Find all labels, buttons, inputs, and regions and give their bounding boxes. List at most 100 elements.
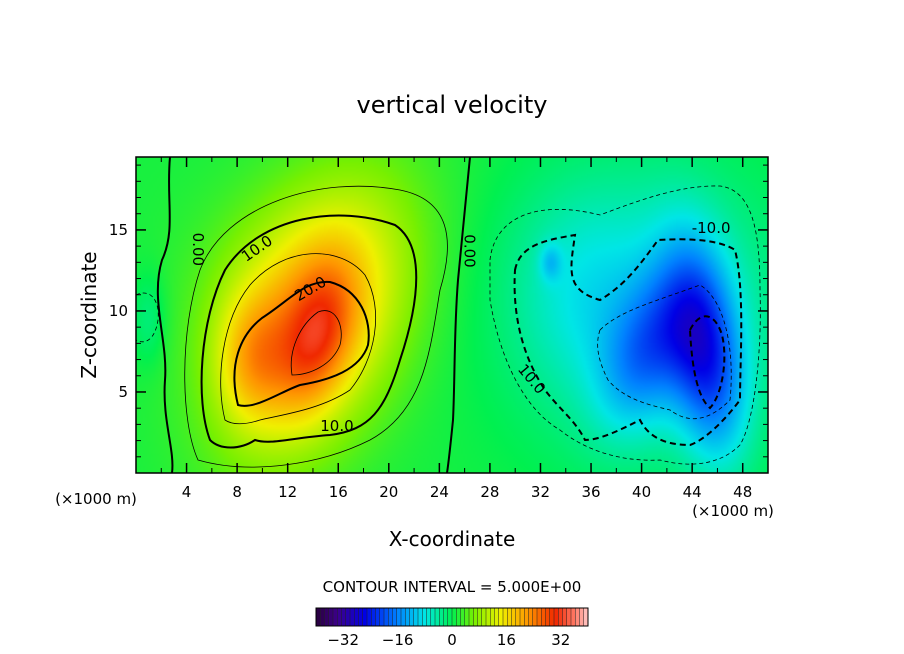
- colorbar-segment: [583, 608, 589, 626]
- colorbar-segment: [430, 608, 436, 626]
- contour-zero-left: [156, 157, 174, 473]
- colorbar-segment: [503, 608, 508, 626]
- x-axis: 4 8 12 16 20 24 28 32 36 40 44 48: [160, 157, 752, 501]
- colorbar-segment: [439, 608, 444, 626]
- colorbar-segment: [345, 608, 351, 626]
- colorbar-segment: [481, 608, 487, 626]
- contour-plus-20: [233, 280, 370, 407]
- colorbar-tick-label: 16: [497, 631, 516, 649]
- x-tick-label: 8: [232, 483, 242, 501]
- colorbar-segment: [532, 608, 538, 626]
- colorbar-segment: [384, 608, 389, 626]
- colorbar-segment: [549, 608, 555, 626]
- x-tick-label: 40: [632, 483, 651, 501]
- colorbar-segment: [520, 608, 525, 626]
- colorbar-tick-label: −32: [327, 631, 359, 649]
- colorbar-segment: [515, 608, 521, 626]
- contour-minus-5: [489, 185, 761, 465]
- colorbar-segment: [490, 608, 495, 626]
- colorbar-segment: [316, 608, 321, 626]
- contour-minus-5-left: [136, 292, 159, 343]
- colorbar-segment: [571, 608, 576, 626]
- x-tick-label: 24: [430, 483, 449, 501]
- colorbar-segment: [392, 608, 398, 626]
- contour-plus-5: [184, 185, 448, 468]
- colorbar-segment: [545, 608, 551, 626]
- contour-label: 10.0: [320, 417, 353, 435]
- colorbar-segment: [541, 608, 546, 626]
- colorbar-segment: [575, 608, 580, 626]
- colorbar-segment: [341, 608, 347, 626]
- colorbar-segment: [460, 608, 466, 626]
- colorbar-segment: [396, 608, 402, 626]
- colorbar-segment: [562, 608, 568, 626]
- colorbar-segment: [371, 608, 376, 626]
- colorbar-segment: [362, 608, 368, 626]
- colorbar-segment: [337, 608, 342, 626]
- colorbar-segment: [320, 608, 325, 626]
- colorbar-segment: [367, 608, 372, 626]
- colorbar-segment: [498, 608, 504, 626]
- y-tick-label: 5: [118, 383, 128, 401]
- colorbar-segment: [579, 608, 585, 626]
- x-units-right: (×1000 m): [692, 502, 774, 520]
- colorbar-segment: [456, 608, 461, 626]
- plot-area: 0.00 10.020.010.00.00-10.010.0: [136, 157, 768, 473]
- contour-plus-10: [200, 214, 418, 449]
- contour-label: 0.00: [189, 233, 207, 266]
- x-tick-label: 32: [531, 483, 550, 501]
- colorbar-segment: [511, 608, 517, 626]
- colorbar-segment: [375, 608, 381, 626]
- contour-plus-15: [220, 253, 376, 425]
- contour-label: 0.00: [461, 234, 479, 267]
- x-axis-label: X-coordinate: [389, 527, 516, 551]
- colorbar-segment: [486, 608, 491, 626]
- colorbar-segment: [388, 608, 393, 626]
- colorbar-segment: [324, 608, 330, 626]
- x-tick-label: 44: [683, 483, 702, 501]
- colorbar-segment: [554, 608, 559, 626]
- plot-frame: [135, 156, 769, 474]
- colorbar-segment: [422, 608, 427, 626]
- x-units-left: (×1000 m): [55, 490, 137, 508]
- colorbar-segment: [473, 608, 478, 626]
- contour-minus-15: [597, 284, 732, 419]
- colorbar-segment: [379, 608, 385, 626]
- colorbar-segment: [537, 608, 542, 626]
- y-axis: 5 10 15: [109, 164, 768, 458]
- colorbar-segment: [418, 608, 423, 626]
- y-tick-label: 10: [109, 302, 128, 320]
- colorbar-segment: [401, 608, 406, 626]
- colorbar-segment: [443, 608, 449, 626]
- x-tick-label: 48: [733, 483, 752, 501]
- colorbar-segment: [426, 608, 432, 626]
- contour-lines: [136, 157, 761, 473]
- colorbar-segment: [354, 608, 359, 626]
- colorbar-segment: [405, 608, 410, 626]
- colorbar-segment: [464, 608, 470, 626]
- colorbar: −32 −16 0 16 32: [315, 607, 589, 649]
- colorbar-tick-label: −16: [382, 631, 414, 649]
- chart-title: vertical velocity: [357, 91, 548, 119]
- colorbar-segment: [528, 608, 534, 626]
- colorbar-segment: [477, 608, 483, 626]
- colorbar-segment: [507, 608, 512, 626]
- colorbar-segment: [447, 608, 453, 626]
- colorbar-segment: [452, 608, 457, 626]
- colorbar-segment: [328, 608, 334, 626]
- x-tick-label: 36: [581, 483, 600, 501]
- colorbar-segment: [469, 608, 474, 626]
- contour-minus-20: [688, 315, 726, 410]
- colorbar-tick-label: 0: [447, 631, 457, 649]
- colorbar-segment: [566, 608, 572, 626]
- x-tick-label: 4: [182, 483, 192, 501]
- x-tick-label: 12: [278, 483, 297, 501]
- contour-plus-25: [290, 310, 342, 376]
- colorbar-segment: [358, 608, 364, 626]
- contour-minus-10: [513, 233, 743, 447]
- colorbar-segment: [333, 608, 338, 626]
- contour-interval-label: CONTOUR INTERVAL = 5.000E+00: [323, 578, 582, 596]
- colorbar-segment: [413, 608, 419, 626]
- x-tick-label: 16: [329, 483, 348, 501]
- colorbar-segment: [524, 608, 529, 626]
